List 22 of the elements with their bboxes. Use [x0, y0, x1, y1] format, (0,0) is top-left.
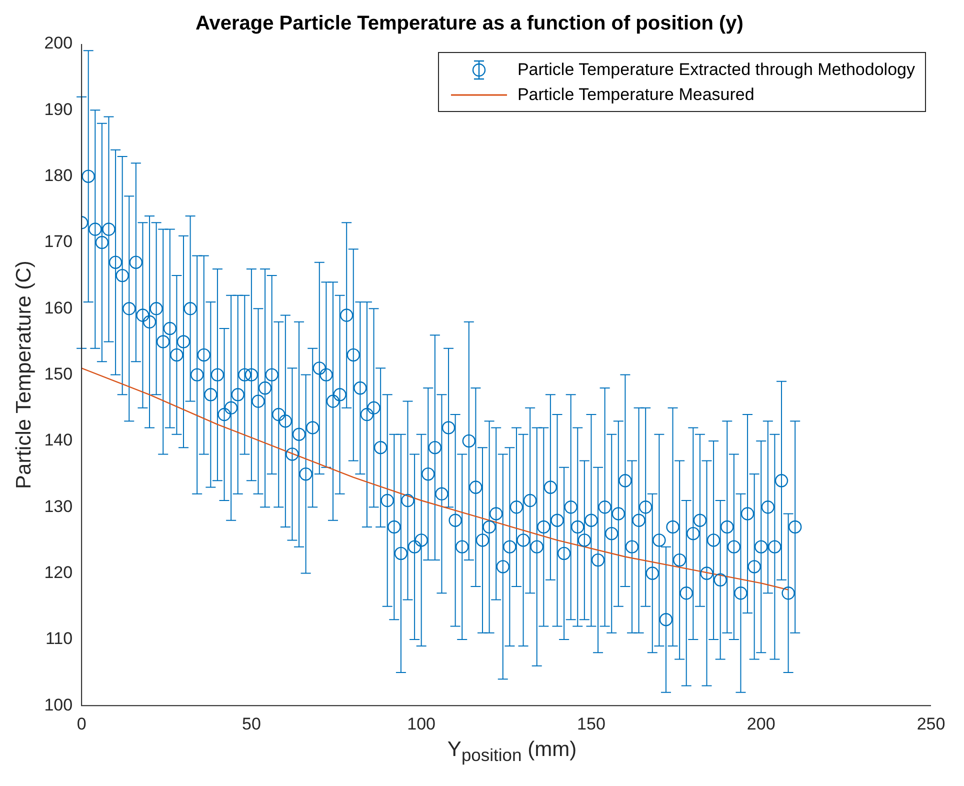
legend-label: Particle Temperature Measured	[517, 84, 754, 104]
y-tick-label: 140	[44, 430, 73, 450]
y-tick-label: 110	[45, 629, 73, 648]
y-tick-label: 150	[44, 364, 73, 384]
y-tick-label: 170	[44, 232, 73, 252]
x-tick-label: 50	[242, 714, 261, 734]
y-tick-label: 200	[44, 34, 73, 53]
x-tick-label: 0	[76, 714, 86, 734]
chart-title: Average Particle Temperature as a function of position (y)	[196, 12, 744, 35]
y-tick-label: 160	[44, 298, 73, 318]
legend-label: Particle Temperature Extracted through Methodology	[517, 60, 915, 80]
y-tick-label: 120	[44, 562, 73, 582]
x-axis-title: Y$_{position}$ (mm)	[446, 738, 578, 766]
y-tick-label: 100	[44, 695, 73, 714]
y-tick-label: 180	[44, 166, 73, 186]
y-tick-label: 190	[44, 100, 73, 119]
x-tick-label: 200	[746, 714, 776, 734]
x-tick-label: 150	[577, 714, 606, 734]
x-tick-label: 100	[407, 714, 436, 734]
x-tick-label: 250	[916, 714, 946, 734]
y-axis-title: Particle Temperature (C)	[12, 260, 36, 489]
y-tick-label: 130	[44, 496, 73, 516]
